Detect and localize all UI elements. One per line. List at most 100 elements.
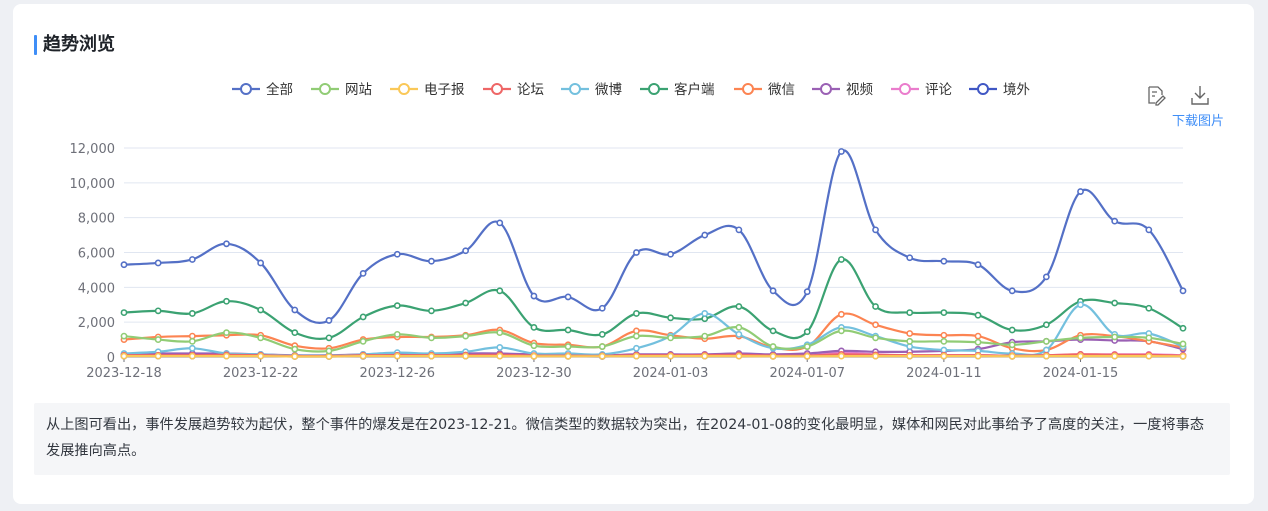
data-point[interactable] [667, 352, 674, 360]
data-point[interactable] [291, 345, 299, 353]
data-point[interactable] [1111, 333, 1119, 341]
data-point[interactable] [872, 303, 879, 310]
data-point[interactable] [1042, 352, 1050, 360]
data-point[interactable] [359, 337, 367, 345]
data-point[interactable] [1008, 341, 1016, 349]
data-point[interactable] [359, 313, 367, 321]
data-point[interactable] [837, 327, 845, 335]
legend-item[interactable]: 微博 [561, 81, 623, 98]
data-point[interactable] [564, 293, 572, 301]
data-point[interactable] [291, 353, 299, 360]
data-point[interactable] [769, 352, 777, 360]
data-point[interactable] [564, 326, 572, 334]
data-point[interactable] [428, 334, 435, 342]
download-icon[interactable] [1189, 84, 1211, 106]
data-point[interactable] [735, 330, 743, 338]
data-point[interactable] [974, 352, 982, 360]
data-point[interactable] [428, 257, 435, 265]
data-point[interactable] [769, 327, 777, 335]
data-point[interactable] [462, 352, 470, 360]
edit-file-icon[interactable] [1145, 84, 1167, 106]
data-point[interactable] [1008, 352, 1016, 360]
data-point[interactable] [325, 347, 333, 355]
data-point[interactable] [633, 249, 640, 256]
data-point[interactable] [223, 352, 230, 360]
data-point[interactable] [803, 352, 811, 360]
data-point[interactable] [428, 352, 435, 360]
data-point[interactable] [940, 309, 948, 316]
download-image-button[interactable]: 下载图片 [1172, 114, 1225, 129]
data-point[interactable] [120, 332, 128, 340]
data-point[interactable] [120, 261, 128, 269]
data-point[interactable] [1179, 324, 1187, 332]
data-point[interactable] [257, 259, 265, 267]
data-point[interactable] [974, 261, 982, 269]
data-point[interactable] [906, 330, 914, 337]
data-point[interactable] [701, 315, 709, 323]
data-point[interactable] [1111, 299, 1119, 307]
data-point[interactable] [393, 352, 401, 360]
data-point[interactable] [257, 352, 265, 360]
data-point[interactable] [496, 287, 504, 295]
data-point[interactable] [598, 304, 606, 312]
data-point[interactable] [188, 310, 196, 317]
data-point[interactable] [359, 269, 367, 277]
legend-item[interactable]: 客户端 [640, 81, 715, 98]
data-point[interactable] [1179, 287, 1187, 295]
data-point[interactable] [120, 309, 128, 316]
data-point[interactable] [837, 310, 845, 318]
data-point[interactable] [1145, 304, 1153, 312]
data-point[interactable] [940, 352, 948, 360]
data-point[interactable] [1077, 334, 1084, 342]
data-point[interactable] [223, 297, 230, 305]
data-point[interactable] [974, 311, 982, 319]
data-point[interactable] [701, 352, 709, 360]
data-point[interactable] [701, 332, 709, 340]
data-point[interactable] [1042, 346, 1050, 354]
data-point[interactable] [906, 337, 914, 345]
data-point[interactable] [769, 287, 777, 295]
data-point[interactable] [872, 352, 879, 360]
data-point[interactable] [906, 254, 914, 262]
data-point[interactable] [530, 352, 538, 360]
data-point[interactable] [633, 310, 640, 317]
data-point[interactable] [598, 352, 606, 360]
data-point[interactable] [223, 240, 230, 248]
data-point[interactable] [872, 321, 879, 329]
legend-item[interactable]: 境外 [969, 82, 1031, 98]
data-point[interactable] [1008, 326, 1016, 334]
legend-item[interactable]: 视频 [812, 82, 874, 98]
data-point[interactable] [530, 342, 538, 350]
data-point[interactable] [667, 314, 674, 322]
data-point[interactable] [393, 250, 401, 258]
data-point[interactable] [633, 344, 640, 352]
data-point[interactable] [803, 288, 811, 296]
data-point[interactable] [154, 259, 162, 267]
data-point[interactable] [188, 256, 196, 263]
data-point[interactable] [393, 330, 401, 338]
legend-item[interactable]: 全部 [232, 81, 293, 98]
data-point[interactable] [530, 292, 538, 300]
data-point[interactable] [906, 352, 914, 360]
data-point[interactable] [496, 329, 504, 337]
data-point[interactable] [837, 352, 845, 360]
data-point[interactable] [462, 299, 470, 307]
data-point[interactable] [906, 309, 914, 316]
data-point[interactable] [496, 344, 504, 351]
data-point[interactable] [1111, 352, 1119, 360]
data-point[interactable] [940, 346, 948, 354]
data-point[interactable] [667, 334, 674, 342]
data-point[interactable] [769, 343, 777, 350]
data-point[interactable] [1042, 337, 1050, 345]
data-point[interactable] [735, 323, 743, 331]
data-point[interactable] [837, 256, 845, 263]
data-point[interactable] [1042, 273, 1050, 281]
data-point[interactable] [633, 352, 640, 360]
data-point[interactable] [701, 231, 709, 239]
data-point[interactable] [1077, 188, 1084, 195]
data-point[interactable] [462, 247, 470, 255]
data-point[interactable] [803, 328, 811, 336]
data-point[interactable] [291, 329, 299, 337]
data-point[interactable] [291, 306, 299, 314]
data-point[interactable] [803, 343, 811, 350]
